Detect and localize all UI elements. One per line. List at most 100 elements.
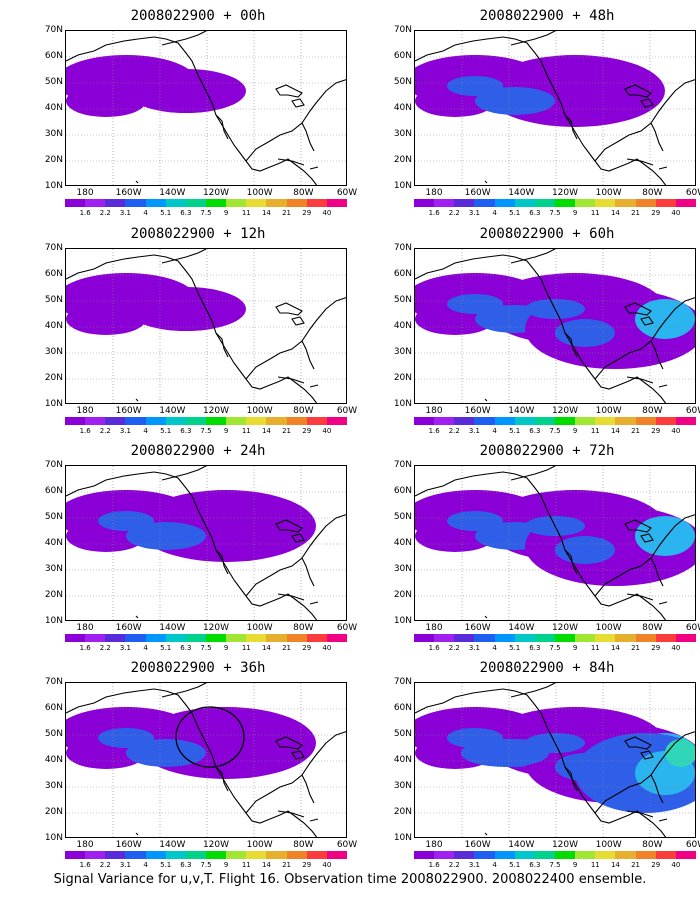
longitude-label: 160W — [464, 188, 491, 198]
latitude-label: 10N — [44, 181, 63, 191]
latitude-label: 60N — [393, 703, 412, 713]
latitude-label: 50N — [44, 77, 63, 87]
latitude-label: 60N — [44, 51, 63, 61]
colorbar-swatch — [514, 417, 535, 425]
longitude-label: 180 — [425, 840, 443, 850]
island — [135, 832, 139, 836]
colorbar-swatch — [145, 417, 166, 425]
colorbar-label: 7.5 — [200, 644, 212, 652]
island — [658, 601, 668, 605]
lake — [275, 84, 303, 98]
latitude-label: 30N — [44, 347, 63, 357]
coastline — [510, 249, 556, 264]
colorbar-label: 7.5 — [200, 209, 212, 217]
longitude-label: 140W — [508, 406, 535, 416]
colorbar-label: 14 — [610, 644, 620, 652]
lake — [291, 98, 305, 108]
variance-contour — [98, 511, 154, 531]
longitude-label: 120W — [202, 406, 230, 416]
colorbar-swatch — [494, 634, 515, 642]
coastline — [650, 774, 664, 804]
longitude-label: 60W — [685, 188, 700, 198]
map-svg — [415, 683, 695, 837]
coastlines — [66, 466, 346, 620]
variance-field — [66, 707, 316, 779]
map-panel: 2008022900 + 24h 70N 60N 50N 40N 30N 20N 10N 180… — [33, 443, 363, 655]
longitude-label: 120W — [202, 840, 230, 850]
longitude-label: 60W — [685, 840, 700, 850]
coastlines — [415, 249, 695, 403]
longitude-label: 100W — [595, 840, 622, 850]
coastline — [215, 332, 229, 358]
colorbar-label: 1.6 — [428, 209, 440, 217]
coastline — [161, 466, 207, 481]
colorbar-label: 9 — [223, 861, 229, 869]
colorbar-label: 7.5 — [200, 427, 212, 435]
longitude-label: 120W — [202, 188, 230, 198]
longitude-label: 160W — [464, 623, 491, 633]
panel-title: 2008022900 + 48h — [479, 8, 615, 24]
variance-contour — [126, 69, 246, 113]
latitude-label: 60N — [393, 51, 412, 61]
map-frame — [65, 30, 347, 186]
colorbar-swatch — [434, 634, 455, 642]
colorbar-swatch — [675, 851, 696, 859]
colorbar-swatch — [635, 634, 656, 642]
longitude-label: 100W — [246, 188, 273, 198]
colorbar-label: 7.5 — [549, 644, 561, 652]
latitude-label: 10N — [393, 181, 412, 191]
colorbar-swatch — [595, 634, 616, 642]
colorbar-swatch — [414, 417, 435, 425]
panel-title: 2008022900 + 36h — [130, 660, 266, 676]
coastline — [245, 297, 346, 380]
colorbar-label: 9 — [572, 427, 578, 435]
island — [135, 398, 139, 402]
colorbar-swatch — [165, 634, 186, 642]
variance-contour — [555, 536, 615, 564]
lake — [640, 750, 654, 760]
latitude-label: 40N — [44, 321, 63, 331]
latitude-label: 30N — [44, 781, 63, 791]
colorbar-swatch — [125, 417, 146, 425]
island — [658, 166, 668, 170]
colorbar-label: 40 — [671, 427, 681, 435]
colorbar-label: 5.1 — [160, 644, 172, 652]
colorbar-swatch — [575, 199, 596, 207]
colorbar-swatch — [226, 199, 247, 207]
longitude-label: 80W — [642, 188, 663, 198]
longitude-label: 60W — [336, 623, 358, 633]
coastline — [245, 79, 346, 162]
colorbar-swatch — [534, 851, 555, 859]
colorbar-label: 4 — [143, 427, 148, 435]
coastline — [215, 114, 229, 140]
colorbar-label: 1.6 — [79, 644, 91, 652]
variance-contour — [461, 739, 549, 767]
coastline — [564, 114, 578, 140]
island — [658, 818, 668, 822]
colorbar-label: 9 — [223, 209, 229, 217]
latitude-label: 10N — [44, 833, 63, 843]
latitude-label: 20N — [44, 590, 63, 600]
colorbar-swatch — [655, 199, 676, 207]
island — [309, 818, 319, 822]
latitude-label: 10N — [44, 399, 63, 409]
longitude-label: 100W — [246, 623, 273, 633]
colorbar-swatch — [165, 199, 186, 207]
colorbar-label: 1.6 — [79, 427, 91, 435]
variance-field — [415, 707, 695, 813]
colorbar-label: 14 — [610, 427, 620, 435]
variance-contour — [447, 294, 503, 314]
colorbar-label: 3.1 — [468, 209, 480, 217]
colorbar-label: 2.2 — [448, 209, 460, 217]
gridlines — [66, 466, 346, 620]
latitude-label: 20N — [393, 155, 412, 165]
colorbar-swatch — [615, 634, 636, 642]
colorbar-label: 2.2 — [99, 644, 111, 652]
coastline — [301, 774, 315, 804]
longitude-label: 80W — [642, 406, 663, 416]
panel-title: 2008022900 + 00h — [130, 8, 266, 24]
colorbar-swatch — [185, 417, 206, 425]
colorbar-swatch — [675, 417, 696, 425]
colorbar-swatch — [266, 199, 287, 207]
colorbar-label: 5.1 — [160, 861, 172, 869]
